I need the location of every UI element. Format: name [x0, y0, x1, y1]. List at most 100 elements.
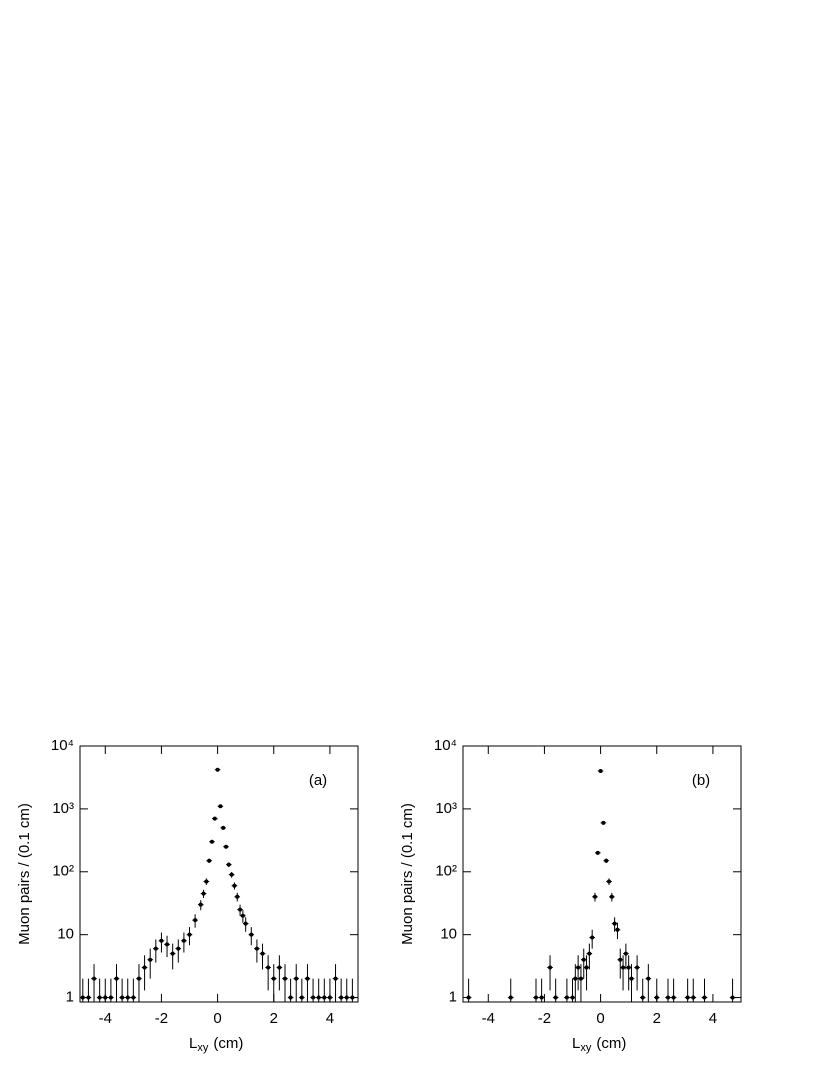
y-tick-label: 10²: [52, 863, 74, 880]
data-point: [108, 995, 113, 1000]
data-point: [260, 951, 265, 956]
data-point: [615, 927, 620, 932]
data-point: [125, 995, 130, 1000]
data-point: [564, 995, 569, 1000]
data-point: [181, 938, 186, 943]
data-point: [249, 932, 254, 937]
data-point: [534, 995, 539, 1000]
y-tick-label: 10⁴: [434, 737, 457, 754]
data-point: [209, 839, 214, 844]
data-point: [316, 995, 321, 1000]
chart-panel: -4 -2 0 2 4 1 10 10² 10³ 10⁴ (b) Muon pairs / (0.1 …: [399, 737, 742, 1054]
x-tick-label: 4: [709, 1010, 717, 1027]
y-axis-label: Muon pairs / (0.1 cm): [399, 803, 416, 945]
data-point: [114, 976, 119, 981]
data-point: [235, 894, 240, 899]
x-tick-label: 2: [653, 1010, 661, 1027]
x-label-sub: xy: [580, 1042, 592, 1054]
data-point: [539, 995, 544, 1000]
data-point: [92, 976, 97, 981]
data-point: [254, 946, 259, 951]
data-point: [103, 995, 108, 1000]
data-point: [218, 804, 223, 809]
data-point: [193, 918, 198, 923]
data-point: [232, 883, 237, 888]
data-point: [702, 995, 707, 1000]
data-point: [327, 995, 332, 1000]
data-point: [548, 965, 553, 970]
data-point: [120, 995, 125, 1000]
data-point: [604, 858, 609, 863]
data-point: [131, 995, 136, 1000]
data-point: [311, 995, 316, 1000]
data-point: [288, 995, 293, 1000]
data-point: [176, 946, 181, 951]
data-point: [612, 921, 617, 926]
y-tick-label: 10²: [435, 863, 457, 880]
data-point: [685, 995, 690, 1000]
panel-annotation: (b): [692, 772, 710, 789]
data-point: [598, 769, 603, 774]
data-point: [207, 858, 212, 863]
plot-frame: [79, 745, 359, 1003]
data-point: [576, 965, 581, 970]
data-point: [584, 965, 589, 970]
x-label-unit: (cm): [596, 1035, 626, 1052]
x-tick-label: -2: [155, 1010, 168, 1027]
x-axis-label: Lxy (cm): [189, 1035, 243, 1054]
data-point: [229, 872, 234, 877]
data-point: [294, 976, 299, 981]
data-point: [97, 995, 102, 1000]
data-point: [299, 995, 304, 1000]
plot-frame: [462, 745, 742, 1003]
data-point: [618, 957, 623, 962]
data-point: [224, 844, 229, 849]
data-point: [629, 976, 634, 981]
x-axis-label: Lxy (cm): [572, 1035, 626, 1054]
data-point: [587, 951, 592, 956]
x-tick-label: -4: [99, 1010, 112, 1027]
y-tick-label: 1: [66, 989, 74, 1006]
y-tick-label: 10³: [52, 800, 74, 817]
data-point: [198, 902, 203, 907]
data-point: [240, 913, 245, 918]
data-point: [221, 825, 226, 830]
data-point: [339, 995, 344, 1000]
x-tick-label: 2: [270, 1010, 278, 1027]
y-tick-label: 10: [440, 926, 457, 943]
x-label-sub: xy: [197, 1042, 209, 1054]
data-point: [187, 932, 192, 937]
data-point: [607, 879, 612, 884]
data-point: [691, 995, 696, 1000]
data-point: [671, 995, 676, 1000]
chart-panel: -4 -2 0 2 4 1 10 10² 10³ 10⁴ (a) Muon pairs / (0.1 …: [16, 737, 359, 1054]
data-point: [601, 820, 606, 825]
data-point: [665, 995, 670, 1000]
data-point: [640, 995, 645, 1000]
data-point: [170, 951, 175, 956]
data-point: [553, 995, 558, 1000]
x-tick-label: -4: [482, 1010, 495, 1027]
y-tick-label: 10⁴: [51, 737, 74, 754]
data-point: [623, 951, 628, 956]
x-tick-label: 0: [213, 1010, 221, 1027]
data-point: [142, 965, 147, 970]
data-point: [595, 850, 600, 855]
data-point: [86, 995, 91, 1000]
x-tick-label: -2: [538, 1010, 551, 1027]
x-label-main: L: [572, 1035, 580, 1052]
data-point: [148, 957, 153, 962]
data-point: [201, 891, 206, 896]
data-point: [466, 995, 471, 1000]
data-point: [277, 965, 282, 970]
y-tick-label: 10: [57, 926, 74, 943]
x-tick-label: 4: [326, 1010, 334, 1027]
data-point: [204, 879, 209, 884]
data-point: [305, 976, 310, 981]
data-point: [226, 862, 231, 867]
data-point: [508, 995, 513, 1000]
data-point: [333, 976, 338, 981]
data-point: [266, 965, 271, 970]
y-axis-label: Muon pairs / (0.1 cm): [16, 803, 33, 945]
